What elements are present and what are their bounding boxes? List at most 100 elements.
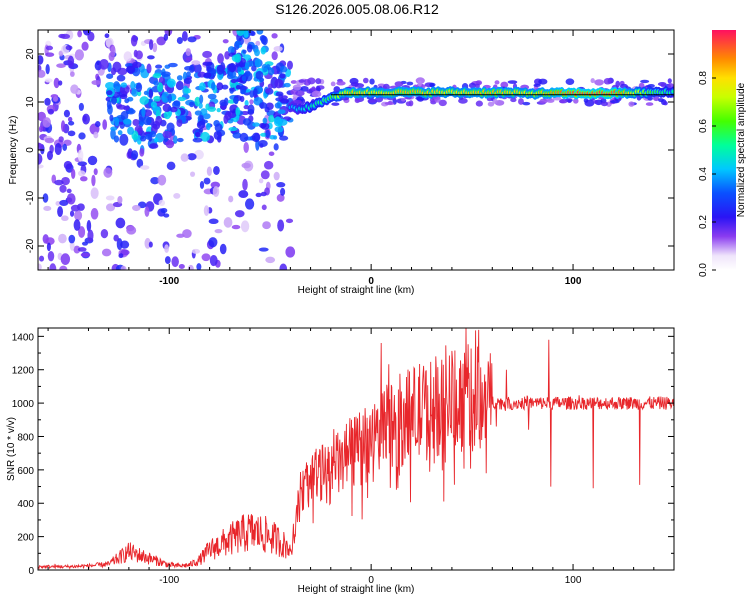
spectrogram-cell <box>150 176 160 185</box>
spectrogram-cell <box>120 82 127 88</box>
spectrogram-cell <box>475 100 483 107</box>
spectrogram-cell <box>46 242 51 252</box>
spectrogram-cell <box>130 34 138 47</box>
y-tick-label: 800 <box>17 432 34 443</box>
spectrogram-cell <box>101 248 112 257</box>
spectrogram-cell <box>219 243 227 255</box>
spectrogram-cell <box>114 117 120 127</box>
spectrogram-cell <box>271 51 278 61</box>
spectrogram-cell <box>367 99 377 103</box>
spectrogram-cell <box>120 240 130 249</box>
spectrogram-cell <box>157 174 167 186</box>
spectrogram-cell <box>279 135 289 141</box>
spectrogram-cell <box>164 244 169 253</box>
spectrogram-cell <box>142 116 152 126</box>
spectrogram-cell <box>158 199 166 206</box>
spectrogram-cell <box>227 46 235 54</box>
spectrogram-cell <box>80 176 88 182</box>
spectrogram-cell <box>81 41 89 51</box>
x-tick-label: 0 <box>368 575 374 586</box>
spectrogram-cell <box>203 177 211 185</box>
colorbar-gradient <box>712 30 736 270</box>
y-tick-label: 10 <box>25 96 36 108</box>
spectrogram-cell <box>241 75 247 82</box>
spectrogram-cell <box>546 98 555 103</box>
spectrogram-cell <box>131 88 139 97</box>
spectrogram-cell <box>60 253 71 266</box>
spectrogram-cell <box>292 84 302 91</box>
spectrogram-cell <box>199 94 204 104</box>
spectrogram-cell <box>258 102 268 109</box>
x-tick-label: 0 <box>368 276 374 287</box>
spectrogram-cell <box>276 193 285 202</box>
colorbar: 0.0 0.2 0.4 0.6 0.8 Normalized spectral ampl… <box>698 30 747 277</box>
spectrogram-cell <box>136 158 144 168</box>
spectrogram-cell <box>59 184 67 193</box>
spectrogram-cell <box>394 81 404 87</box>
spectrogram-cell <box>49 263 57 270</box>
spectrogram-cell <box>116 74 126 82</box>
spectrogram-cell <box>260 46 267 55</box>
spectrogram-cell <box>44 97 51 106</box>
spectrogram-cell <box>280 187 286 196</box>
y-tick-label: 1000 <box>12 399 35 410</box>
spectrogram-cell <box>216 82 224 91</box>
spectrogram-cell <box>202 50 213 59</box>
spectrogram-cell <box>90 187 99 199</box>
spectrogram-cell <box>408 100 414 107</box>
spectrogram-cell <box>274 102 281 109</box>
spectrogram-cell <box>645 102 654 106</box>
spectrogram-cell <box>273 171 280 181</box>
spectrogram-cell <box>153 137 159 143</box>
spectrogram-x-label: Height of straight line (km) <box>298 285 415 296</box>
spectrogram-cell <box>603 78 612 85</box>
spectrogram-cell <box>237 66 242 72</box>
spectrogram-cell <box>239 132 249 142</box>
spectrogram-cell <box>87 155 98 166</box>
spectrogram-cell <box>91 80 101 86</box>
spectrogram-cell <box>141 107 146 117</box>
spectrogram-cell <box>235 40 242 46</box>
spectrogram-cell <box>283 82 291 88</box>
spectrogram-cell <box>135 82 143 93</box>
spectrogram-cell <box>354 98 361 104</box>
spectrogram-cell <box>180 116 186 121</box>
spectrogram-cell <box>199 181 205 189</box>
spectrogram-cell <box>113 234 119 242</box>
spectrogram-cell <box>214 123 223 133</box>
spectrogram-cell <box>70 204 80 212</box>
spectrogram-cell <box>66 193 76 205</box>
spectrogram-y-label: Frequency (Hz) <box>8 116 19 185</box>
spectrogram-cell <box>247 104 255 114</box>
spectrogram-cell <box>160 208 168 214</box>
spectrogram-cell <box>103 167 113 178</box>
spectrogram-cell <box>38 143 44 151</box>
spectrogram-cell <box>236 30 245 37</box>
spectrogram-cell <box>494 80 500 85</box>
colorbar-ticks: 0.0 0.2 0.4 0.6 0.8 <box>698 71 716 277</box>
spectrogram-cell <box>258 178 264 184</box>
spectrogram-cell <box>667 78 672 84</box>
spectrogram-cell <box>252 88 258 96</box>
spectrogram-cell <box>401 98 406 102</box>
spectrogram-cell <box>69 210 75 217</box>
spectrogram-cell <box>207 93 217 100</box>
spectrogram-cell <box>258 77 265 82</box>
spectrogram-cell <box>216 108 221 113</box>
y-tick-label: -20 <box>25 238 36 253</box>
spectrogram-cell <box>182 229 192 239</box>
spectrogram-cell <box>208 218 219 225</box>
spectrogram-cell <box>66 188 72 194</box>
spectrogram-cell <box>58 233 67 244</box>
spectrogram-cell <box>286 60 293 70</box>
spectrogram-cell <box>106 99 112 110</box>
spectrogram-cell <box>130 80 136 90</box>
spectrogram-cell <box>277 109 286 115</box>
spectrogram-cell <box>152 73 162 79</box>
spectrogram-cell <box>118 253 124 259</box>
colorbar-tick-label: 0.2 <box>698 215 709 229</box>
spectrogram-cell <box>148 241 153 248</box>
spectrogram-cell <box>127 126 135 135</box>
spectrogram-cell <box>275 91 284 97</box>
spectrogram-cell <box>167 62 178 68</box>
